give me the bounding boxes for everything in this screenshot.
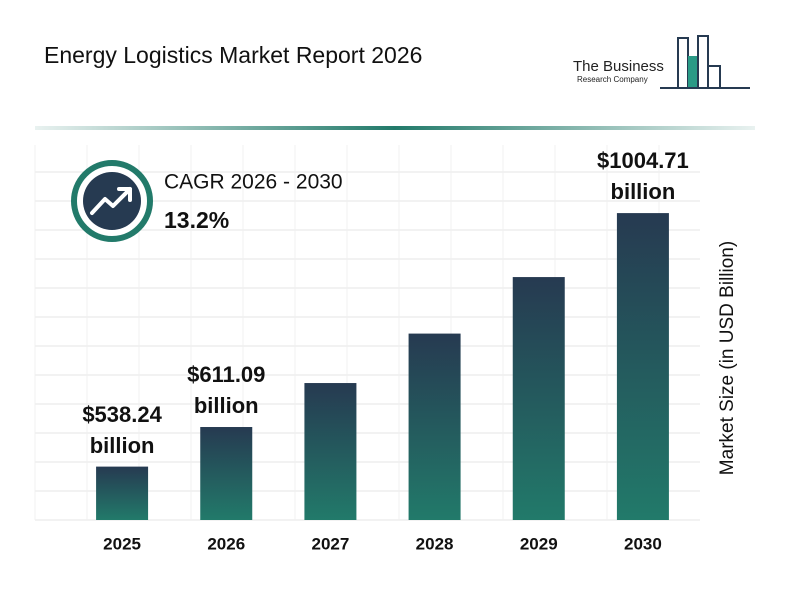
x-tick-label: 2027 xyxy=(312,534,350,553)
header-rule xyxy=(35,126,755,130)
x-tick-label: 2029 xyxy=(520,534,558,553)
bar xyxy=(96,466,149,520)
value-label: $538.24 billion xyxy=(82,401,162,458)
chart-title: Energy Logistics Market Report 2026 xyxy=(44,42,422,68)
logo-shape xyxy=(707,65,721,89)
bar xyxy=(512,277,565,520)
value-label: $1004.71 billion xyxy=(597,148,689,205)
logo-shape xyxy=(677,37,689,89)
bar xyxy=(616,213,669,520)
y-axis-label: Market Size (in USD Billion) xyxy=(717,241,738,475)
cagr-icon xyxy=(71,160,153,242)
bar xyxy=(304,383,357,520)
logo-shape xyxy=(697,35,709,89)
cagr-value: 13.2% xyxy=(164,207,229,233)
logo-shape xyxy=(688,56,698,88)
x-tick-label: 2028 xyxy=(416,534,454,553)
cagr-label: CAGR 2026 - 2030 xyxy=(164,171,343,194)
logo: The Business Research Company xyxy=(573,35,750,89)
x-tick-label: 2025 xyxy=(103,534,141,553)
x-tick-label: 2030 xyxy=(624,534,662,553)
value-label: $611.09 billion xyxy=(187,362,266,419)
bar xyxy=(200,427,253,520)
x-tick-label: 2026 xyxy=(207,534,245,553)
bar xyxy=(408,333,461,520)
logo-text: The Business xyxy=(573,58,664,75)
logo-subtext: Research Company xyxy=(577,75,648,84)
